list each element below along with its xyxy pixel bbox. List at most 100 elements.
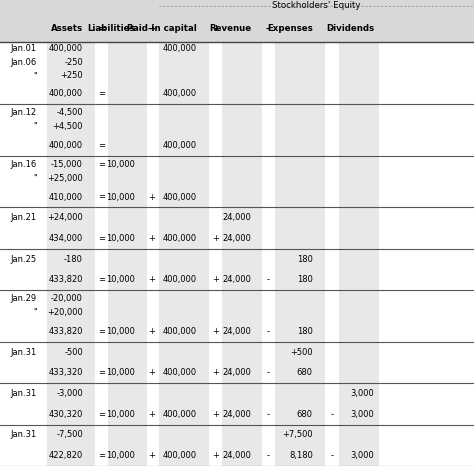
- Text: 400,000: 400,000: [163, 451, 197, 460]
- Text: +250: +250: [60, 71, 83, 80]
- Text: 3,000: 3,000: [351, 410, 374, 419]
- Text: ": ": [33, 308, 37, 317]
- Text: 180: 180: [297, 327, 313, 336]
- Text: -20,000: -20,000: [51, 295, 83, 303]
- Text: 400,000: 400,000: [163, 192, 197, 202]
- Text: +: +: [212, 369, 219, 377]
- Text: 24,000: 24,000: [222, 275, 251, 284]
- Text: 680: 680: [297, 369, 313, 377]
- Text: Jan.25: Jan.25: [11, 254, 37, 264]
- Text: 422,820: 422,820: [49, 451, 83, 460]
- Text: =: =: [99, 192, 105, 202]
- Text: +25,000: +25,000: [47, 173, 83, 183]
- Text: 10,000: 10,000: [106, 369, 135, 377]
- Text: -4,500: -4,500: [56, 108, 83, 117]
- Text: Jan.31: Jan.31: [11, 389, 37, 398]
- Text: +: +: [148, 275, 155, 284]
- Bar: [47, 0, 95, 466]
- Text: 10,000: 10,000: [106, 410, 135, 419]
- Text: =: =: [99, 234, 105, 243]
- Text: 400,000: 400,000: [163, 234, 197, 243]
- Text: 24,000: 24,000: [222, 213, 251, 222]
- Text: =: =: [99, 369, 105, 377]
- Text: +: +: [148, 327, 155, 336]
- Text: +: +: [212, 410, 219, 419]
- Text: +: +: [148, 410, 155, 419]
- Text: =: =: [99, 141, 105, 150]
- Text: 433,820: 433,820: [48, 327, 83, 336]
- Text: -: -: [266, 410, 269, 419]
- Text: -: -: [266, 24, 270, 34]
- Text: Dividends: Dividends: [326, 24, 374, 34]
- Text: 400,000: 400,000: [163, 327, 197, 336]
- Text: Jan.12: Jan.12: [11, 108, 37, 117]
- Text: +7,500: +7,500: [282, 431, 313, 439]
- Text: Stockholders' Equity: Stockholders' Equity: [272, 1, 361, 10]
- Text: -180: -180: [64, 254, 83, 264]
- Text: Liabilities: Liabilities: [88, 24, 135, 34]
- Text: =: =: [99, 327, 105, 336]
- Text: 3,000: 3,000: [351, 451, 374, 460]
- Text: 680: 680: [297, 410, 313, 419]
- Text: 10,000: 10,000: [106, 234, 135, 243]
- Text: 24,000: 24,000: [222, 327, 251, 336]
- Bar: [159, 0, 209, 466]
- Text: -500: -500: [64, 348, 83, 357]
- Text: 410,000: 410,000: [49, 192, 83, 202]
- Text: 400,000: 400,000: [49, 89, 83, 98]
- Text: +: +: [148, 24, 155, 34]
- Text: ": ": [33, 122, 37, 131]
- Text: 400,000: 400,000: [163, 44, 197, 53]
- Text: 24,000: 24,000: [222, 234, 251, 243]
- Text: -7,500: -7,500: [56, 431, 83, 439]
- Text: +: +: [212, 275, 219, 284]
- Text: 400,000: 400,000: [163, 89, 197, 98]
- Text: Revenue: Revenue: [209, 24, 251, 34]
- Text: Paid-in capital: Paid-in capital: [127, 24, 197, 34]
- Text: +500: +500: [290, 348, 313, 357]
- Text: -: -: [330, 410, 333, 419]
- Text: =: =: [99, 275, 105, 284]
- Text: +: +: [212, 24, 219, 34]
- Text: Jan.16: Jan.16: [11, 160, 37, 169]
- Text: Assets: Assets: [51, 24, 83, 34]
- Text: 3,000: 3,000: [351, 389, 374, 398]
- Text: 433,320: 433,320: [48, 369, 83, 377]
- Text: 400,000: 400,000: [163, 369, 197, 377]
- Text: ": ": [33, 71, 37, 80]
- Text: -: -: [266, 327, 269, 336]
- Text: Jan.21: Jan.21: [11, 213, 37, 222]
- Text: -3,000: -3,000: [56, 389, 83, 398]
- Text: -: -: [330, 24, 334, 34]
- Text: +: +: [212, 327, 219, 336]
- Text: -: -: [266, 451, 269, 460]
- Text: +20,000: +20,000: [47, 308, 83, 317]
- Bar: [222, 0, 262, 466]
- Bar: [275, 0, 325, 466]
- Text: -: -: [266, 275, 269, 284]
- Text: -: -: [330, 451, 333, 460]
- Text: 24,000: 24,000: [222, 451, 251, 460]
- Bar: [339, 0, 379, 466]
- Text: +: +: [148, 451, 155, 460]
- Text: 10,000: 10,000: [106, 275, 135, 284]
- Text: 10,000: 10,000: [106, 192, 135, 202]
- Text: 10,000: 10,000: [106, 451, 135, 460]
- Text: +: +: [212, 234, 219, 243]
- Text: 400,000: 400,000: [163, 275, 197, 284]
- Text: Jan.31: Jan.31: [11, 431, 37, 439]
- Text: 434,000: 434,000: [49, 234, 83, 243]
- Text: +: +: [148, 234, 155, 243]
- Text: 400,000: 400,000: [49, 141, 83, 150]
- Text: Expenses: Expenses: [267, 24, 313, 34]
- Text: 400,000: 400,000: [163, 410, 197, 419]
- Text: 180: 180: [297, 254, 313, 264]
- Text: Jan.29: Jan.29: [11, 295, 37, 303]
- Text: Jan.01: Jan.01: [11, 44, 37, 53]
- Text: 10,000: 10,000: [106, 327, 135, 336]
- Text: 8,180: 8,180: [289, 451, 313, 460]
- Text: ": ": [33, 173, 37, 183]
- Text: -250: -250: [64, 58, 83, 67]
- Bar: [108, 0, 147, 466]
- Text: =: =: [99, 410, 105, 419]
